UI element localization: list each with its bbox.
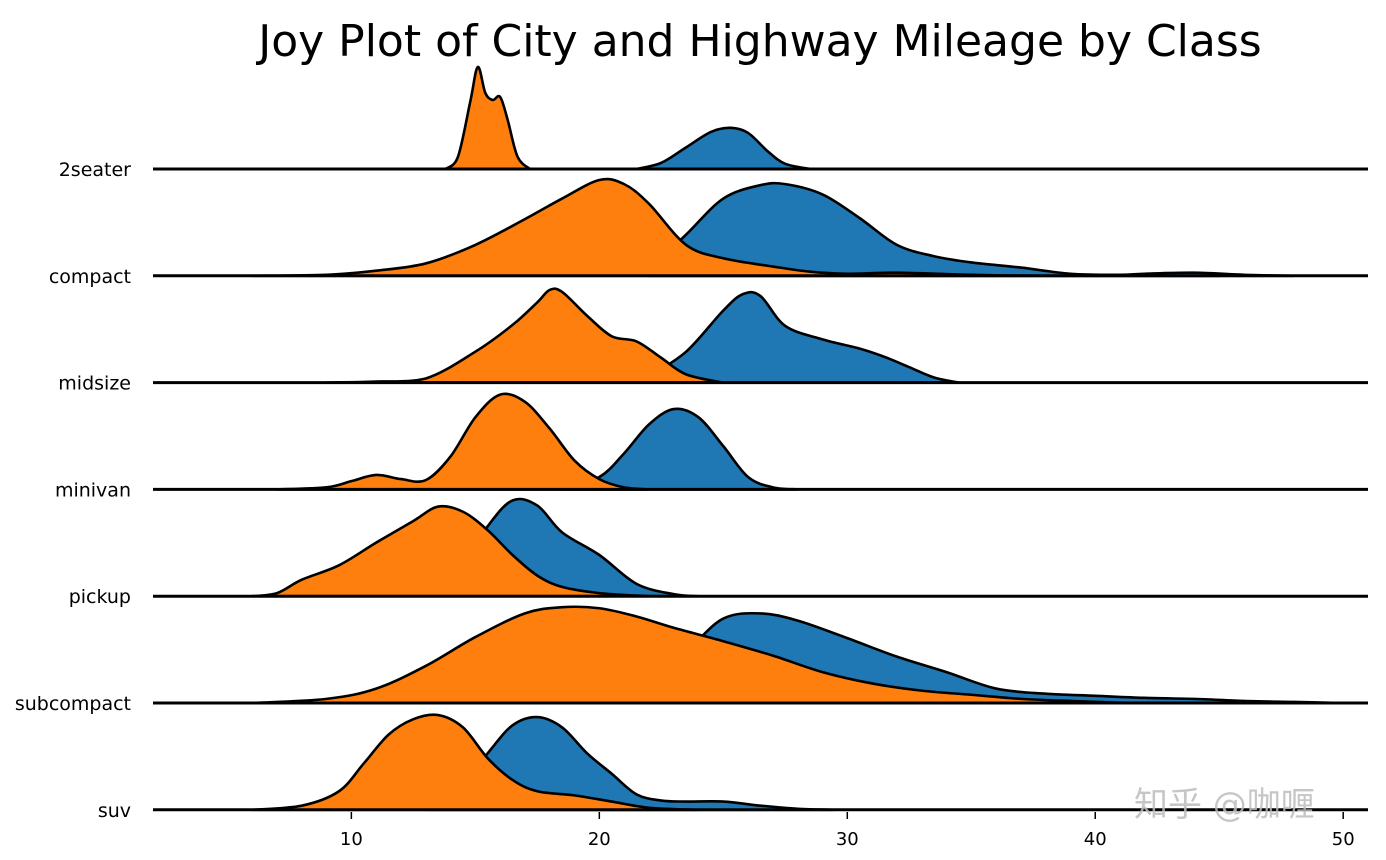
ridge-row-compact bbox=[153, 177, 1368, 278]
ridge-area-hwy-compact bbox=[647, 181, 1295, 278]
row-label-subcompact: subcompact bbox=[15, 693, 131, 715]
ridge-area-hwy-midsize bbox=[647, 290, 961, 384]
ridge-area-hwy-suv bbox=[424, 715, 837, 812]
row-labels: 2seater compact midsize minivan pickup subcom… bbox=[15, 159, 131, 822]
row-label-suv: suv bbox=[98, 800, 131, 822]
watermark-text: 知乎 @咖喱 bbox=[1134, 785, 1315, 825]
chart-title: Joy Plot of City and Highway Mileage by … bbox=[255, 16, 1261, 67]
ridge-row-midsize bbox=[153, 287, 1368, 385]
x-tick-label-40: 40 bbox=[1084, 829, 1107, 850]
row-label-midsize: midsize bbox=[58, 373, 131, 395]
ridge-area-cty-suv bbox=[250, 713, 700, 812]
ridge-layers bbox=[153, 65, 1368, 812]
x-tick-label-30: 30 bbox=[836, 829, 859, 850]
ridge-row-pickup bbox=[153, 497, 1368, 598]
ridge-row-2seater bbox=[153, 65, 1368, 171]
ridge-row-minivan bbox=[153, 392, 1368, 491]
ridge-area-cty-midsize bbox=[325, 287, 725, 384]
x-axis: 10 20 30 40 50 bbox=[340, 812, 1355, 850]
ridge-area-cty-2seater bbox=[444, 65, 532, 171]
ridge-row-subcompact bbox=[153, 605, 1368, 705]
row-label-2seater: 2seater bbox=[59, 159, 131, 181]
ridge-area-cty-subcompact bbox=[250, 605, 1295, 705]
x-tick-label-20: 20 bbox=[588, 829, 611, 850]
row-label-pickup: pickup bbox=[69, 586, 131, 608]
ridge-area-cty-minivan bbox=[275, 392, 651, 491]
x-tick-label-10: 10 bbox=[340, 829, 363, 850]
ridge-area-hwy-2seater bbox=[635, 126, 812, 171]
ridge-row-suv bbox=[153, 713, 1368, 812]
ridge-area-cty-compact bbox=[250, 177, 1221, 278]
x-tick-label-50: 50 bbox=[1332, 829, 1355, 850]
row-label-minivan: minivan bbox=[55, 479, 131, 501]
ridge-area-hwy-minivan bbox=[560, 407, 799, 491]
ridge-area-cty-pickup bbox=[250, 504, 651, 598]
row-label-compact: compact bbox=[49, 266, 131, 288]
